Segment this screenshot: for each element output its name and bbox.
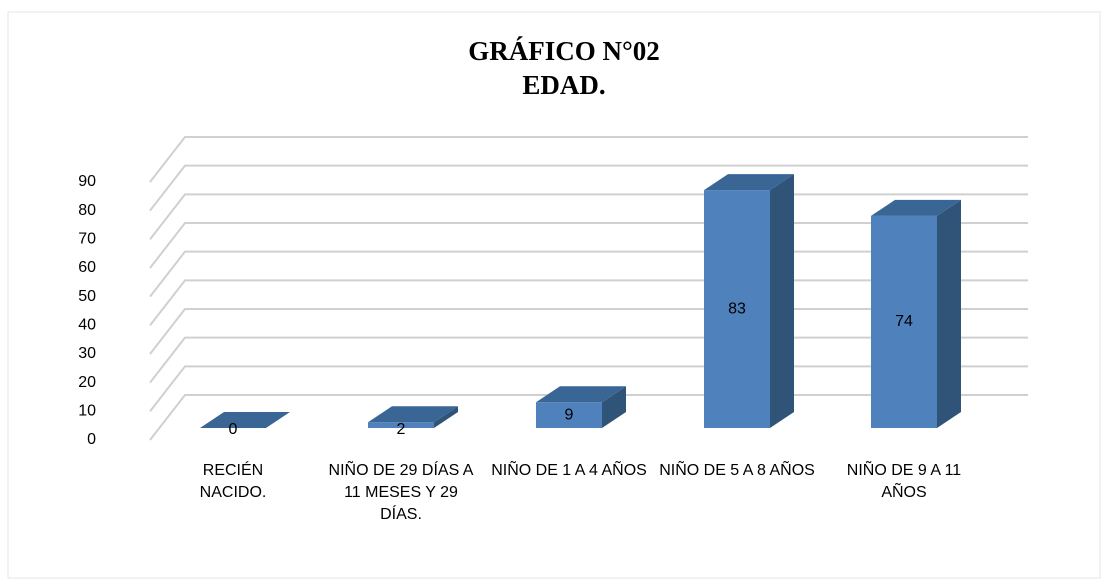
- bar-front: [704, 190, 770, 428]
- y-tick-label: 60: [78, 259, 96, 276]
- y-tick-label: 10: [78, 403, 96, 420]
- y-tick-label: 70: [78, 231, 96, 248]
- bar-top: [200, 412, 290, 428]
- bar-front: [536, 402, 602, 428]
- y-tick-label: 40: [78, 317, 96, 334]
- y-tick-label: 30: [78, 345, 96, 362]
- bar-front: [368, 422, 434, 428]
- bar: [200, 412, 290, 428]
- chart-title: GRÁFICO N°02: [468, 36, 660, 66]
- x-tick-label: NIÑO DE 29 DÍAS A 11 MESES Y 29 DÍAS.: [328, 462, 474, 523]
- bar-top: [536, 386, 626, 403]
- bar-side: [770, 174, 794, 428]
- x-tick-label: NIÑO DE 1 A 4 AÑOS: [491, 462, 647, 479]
- bar-top: [368, 406, 458, 423]
- value-label: 74: [895, 313, 913, 330]
- frame: [7, 11, 1101, 579]
- bar-top: [871, 199, 961, 216]
- y-tick-label: 80: [78, 202, 96, 219]
- bar: [368, 406, 458, 428]
- chart-subtitle: EDAD.: [522, 70, 605, 100]
- bar-side: [434, 406, 458, 428]
- bar-top: [704, 174, 794, 191]
- bar-front: [871, 215, 937, 428]
- value-label: 9: [565, 406, 574, 423]
- value-label: 83: [728, 300, 746, 317]
- x-tick-label: NIÑO DE 9 A 11 AÑOS: [846, 462, 962, 501]
- x-tick-label: NIÑO DE 5 A 8 AÑOS: [659, 462, 815, 479]
- bar: [871, 199, 961, 428]
- value-label: 0: [229, 421, 238, 438]
- bar-side: [602, 386, 626, 428]
- y-tick-label: 20: [78, 374, 96, 391]
- x-tick-label: RECIÉN NACIDO.: [199, 462, 267, 501]
- y-tick-label: 50: [78, 288, 96, 305]
- grid-line: [149, 136, 1028, 183]
- y-tick-label: 90: [78, 173, 96, 190]
- bar: [536, 386, 626, 428]
- grid-line: [149, 164, 1028, 212]
- value-label: 2: [397, 421, 406, 438]
- bar: [704, 174, 794, 428]
- y-tick-label: 0: [87, 431, 96, 448]
- bar-side: [937, 199, 961, 428]
